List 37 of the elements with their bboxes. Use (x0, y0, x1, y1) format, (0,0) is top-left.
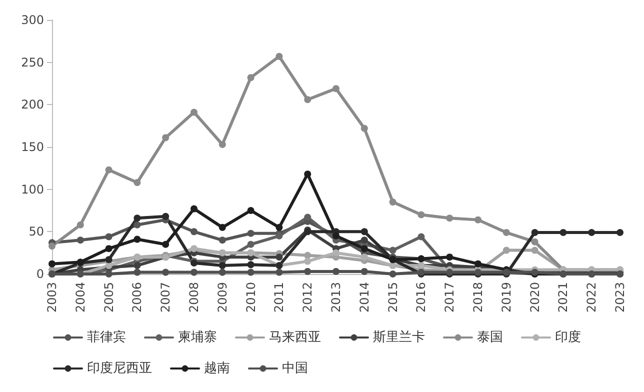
y-tick-label: 300 (21, 13, 44, 27)
y-tick-label: 250 (21, 55, 44, 70)
y-tick-label: 200 (21, 98, 44, 112)
x-tick-label: 2010 (244, 282, 258, 313)
y-tick-label: 150 (21, 140, 44, 154)
legend-label: 菲律宾 (87, 329, 126, 345)
x-tick-label: 2015 (386, 282, 400, 313)
x-tick-label: 2009 (215, 282, 230, 313)
y-tick-label: 0 (36, 267, 44, 281)
legend-label: 印度 (555, 329, 581, 345)
legend-label: 印度尼西亚 (87, 360, 152, 376)
x-tick-label: 2012 (300, 282, 315, 313)
x-tick-label: 2003 (45, 282, 59, 313)
legend-label: 中国 (282, 361, 308, 376)
x-tick-label: 2017 (442, 282, 457, 313)
y-tick-label: 100 (21, 182, 44, 196)
x-tick-label: 2004 (73, 282, 88, 313)
x-tick-label: 2005 (102, 282, 116, 313)
x-tick-label: 2020 (528, 282, 542, 313)
x-tick-label: 2014 (357, 282, 372, 313)
x-tick-label: 2013 (329, 282, 343, 313)
x-tick-label: 2011 (272, 282, 286, 313)
legend-label: 泰国 (477, 330, 503, 345)
x-tick-label: 2007 (158, 282, 173, 313)
x-tick-label: 2008 (187, 282, 201, 313)
legend-label: 柬埔寨 (178, 329, 217, 345)
legend-label: 马来西亚 (269, 330, 321, 345)
y-tick-label: 50 (28, 224, 44, 239)
legend-label: 越南 (204, 361, 230, 376)
legend-label: 斯里兰卡 (373, 330, 425, 345)
x-tick-label: 2006 (130, 282, 144, 313)
x-tick-label: 2018 (471, 282, 485, 313)
x-tick-label: 2021 (556, 282, 570, 313)
x-tick-label: 2016 (414, 282, 428, 313)
x-tick-label: 2022 (584, 282, 599, 313)
x-tick-label: 2019 (499, 282, 514, 313)
x-tick-label: 2023 (613, 282, 627, 313)
